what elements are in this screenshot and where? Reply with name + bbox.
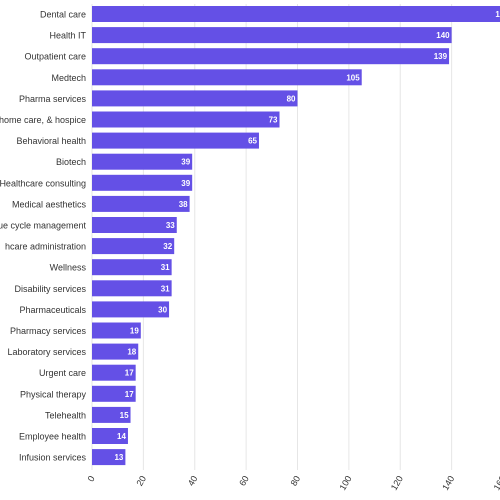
data-label: 19 [130,327,139,336]
bar [92,449,126,466]
bar [92,6,500,22]
data-label: 39 [181,158,190,167]
data-label: 32 [163,242,172,251]
category-label: Behavioral health [16,136,86,146]
category-label: hcare administration [5,242,86,252]
data-label: 17 [125,390,134,399]
bar [92,301,170,318]
category-label: Pharmacy services [10,326,87,336]
bar [92,27,452,44]
x-tick-label: 140 [440,474,456,492]
x-axis-ticks: 0 20 40 60 80 100 120 140 160 [86,474,500,492]
data-label: 31 [161,284,170,293]
bar [92,343,139,360]
bar [92,90,298,107]
category-label: Healthcare consulting [0,178,86,188]
bar [92,48,450,65]
data-label: 30 [158,305,167,314]
category-label: Pharma services [19,94,87,104]
category-label: Health IT [49,31,86,41]
data-label: 39 [181,179,190,188]
bar [92,406,131,423]
bar [92,111,280,128]
bar [92,364,136,381]
x-tick-label: 120 [389,474,405,492]
bar [92,428,128,444]
data-label: 139 [434,52,448,61]
bars [92,6,500,466]
bar [92,174,193,191]
x-tick-label: 160 [492,474,500,492]
data-label: 31 [161,263,170,272]
data-label: 38 [179,200,188,209]
category-label: Wellness [50,263,87,273]
data-label: 13 [114,453,123,462]
category-label: Urgent care [39,368,86,378]
category-label: Telehealth [45,410,86,420]
bar [92,322,141,339]
x-tick-label: 20 [134,474,148,488]
x-tick-label: 0 [86,474,97,483]
data-label: 140 [436,31,450,40]
data-label: 105 [346,73,360,82]
bar [92,69,362,86]
category-label: Medtech [51,73,86,83]
bar [92,385,136,402]
data-label: 163 [495,10,500,19]
data-label: 18 [127,348,136,357]
bar [92,153,193,170]
category-label: Biotech [56,157,86,167]
category-label: ue cycle management [0,221,86,231]
bar [92,195,190,212]
category-label: Medical aesthetics [12,199,87,209]
bar [92,132,259,149]
data-label: 33 [166,221,175,230]
category-label: Outpatient care [24,52,86,62]
category-label: Physical therapy [20,389,87,399]
category-label: Pharmaceuticals [19,305,86,315]
x-tick-label: 100 [337,474,353,492]
category-label: Laboratory services [7,347,86,357]
data-label: 73 [269,116,278,125]
data-label: 17 [125,369,134,378]
data-label: 65 [248,137,257,146]
x-tick-label: 80 [289,474,303,488]
category-label: Infusion services [19,453,87,463]
category-label: Dental care [40,10,86,20]
category-label: Disability services [14,284,86,294]
x-tick-label: 40 [186,474,200,488]
bar [92,280,172,297]
bar [92,217,177,233]
x-tick-label: 60 [237,474,251,488]
category-labels: Dental care Health IT Outpatient care Medte… [0,10,87,463]
data-label: 15 [120,411,129,420]
data-label: 14 [117,432,126,441]
category-label: Employee health [19,432,86,442]
data-label: 80 [287,94,296,103]
bar [92,259,172,276]
value-labels: 163 140 139 105 80 73 65 39 39 38 33 32 31 31 30 19 18 17… [114,10,500,462]
category-label: home care, & hospice [0,115,86,125]
bar [92,238,175,255]
